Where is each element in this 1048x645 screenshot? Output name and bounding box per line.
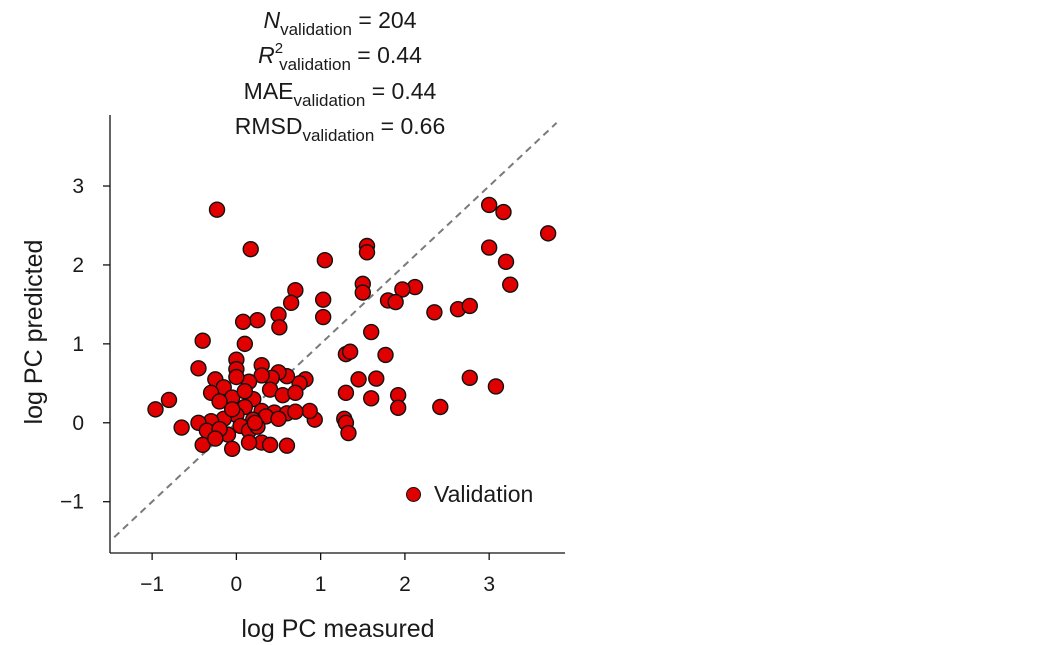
data-point	[242, 240, 259, 258]
data-point	[287, 384, 304, 401]
legend-marker	[406, 487, 421, 502]
data-point	[240, 434, 258, 451]
data-point	[350, 371, 367, 388]
data-point	[432, 398, 449, 416]
data-points	[147, 196, 557, 458]
data-point	[363, 323, 380, 341]
data-point	[249, 311, 266, 329]
data-point	[539, 225, 557, 242]
data-point	[278, 437, 296, 454]
x-tick-label: −1	[140, 573, 164, 596]
y-axis-label: log PC predicted	[20, 240, 48, 425]
data-point	[487, 378, 505, 395]
data-point	[287, 403, 304, 420]
validation-stats: Nvalidation = 204 R2validation = 0.44 MA…	[150, 4, 530, 145]
x-tick-label: 0	[231, 573, 243, 596]
data-point	[271, 319, 288, 336]
data-point	[502, 276, 519, 293]
data-point	[480, 239, 498, 256]
data-point	[282, 294, 300, 312]
data-point	[495, 203, 512, 221]
x-tick-label: 2	[399, 573, 411, 596]
data-point	[316, 252, 334, 269]
y-tick-label: 0	[72, 412, 84, 435]
y-tick-label: 2	[72, 254, 84, 277]
data-point	[246, 414, 264, 431]
data-point	[228, 368, 245, 386]
data-point	[270, 410, 287, 428]
data-point	[337, 384, 355, 401]
data-point	[461, 369, 478, 386]
data-point	[497, 253, 515, 270]
data-point	[341, 343, 359, 360]
dashed-identity-line	[113, 122, 558, 538]
data-point	[368, 370, 385, 387]
data-point	[358, 244, 376, 261]
data-point	[389, 399, 407, 416]
stat-rmsd: RMSDvalidation = 0.66	[234, 113, 446, 145]
data-point	[223, 401, 241, 418]
data-point	[147, 401, 164, 418]
y-tick-label: 1	[72, 333, 84, 356]
data-point	[301, 402, 318, 420]
y-tick-label: 3	[72, 175, 84, 198]
data-point	[194, 332, 211, 349]
data-point	[314, 308, 332, 326]
data-point	[394, 281, 411, 298]
data-point	[173, 419, 190, 436]
data-point	[314, 291, 332, 308]
data-point	[426, 304, 443, 321]
data-point	[261, 436, 279, 454]
stat-mae: MAEvalidation = 0.44	[243, 78, 437, 110]
x-tick-label: 3	[483, 573, 495, 596]
data-point	[160, 391, 178, 409]
identity-reference-line	[113, 122, 558, 538]
legend-label: Validation	[434, 481, 534, 507]
x-axis-label: log PC measured	[241, 615, 434, 643]
data-point	[211, 393, 228, 410]
legend: Validation	[406, 481, 533, 508]
data-point	[387, 293, 404, 311]
stat-r2: R2validation = 0.44	[258, 40, 422, 74]
data-point	[363, 390, 380, 407]
data-point	[354, 284, 371, 301]
data-point	[340, 424, 357, 442]
data-point	[461, 297, 478, 315]
y-tick-label: −1	[60, 491, 84, 514]
stat-n: Nvalidation = 204	[263, 7, 417, 39]
data-point	[207, 430, 224, 447]
data-point	[208, 201, 226, 218]
data-point	[190, 360, 207, 377]
data-point	[480, 196, 498, 214]
axes: −1 0 1 2 3 −1 0 1 2 3	[60, 115, 565, 596]
data-point	[236, 383, 254, 400]
data-point	[236, 335, 254, 353]
data-point	[223, 440, 241, 458]
data-point	[377, 346, 394, 364]
data-point	[234, 313, 252, 330]
x-tick-label: 1	[315, 573, 327, 596]
